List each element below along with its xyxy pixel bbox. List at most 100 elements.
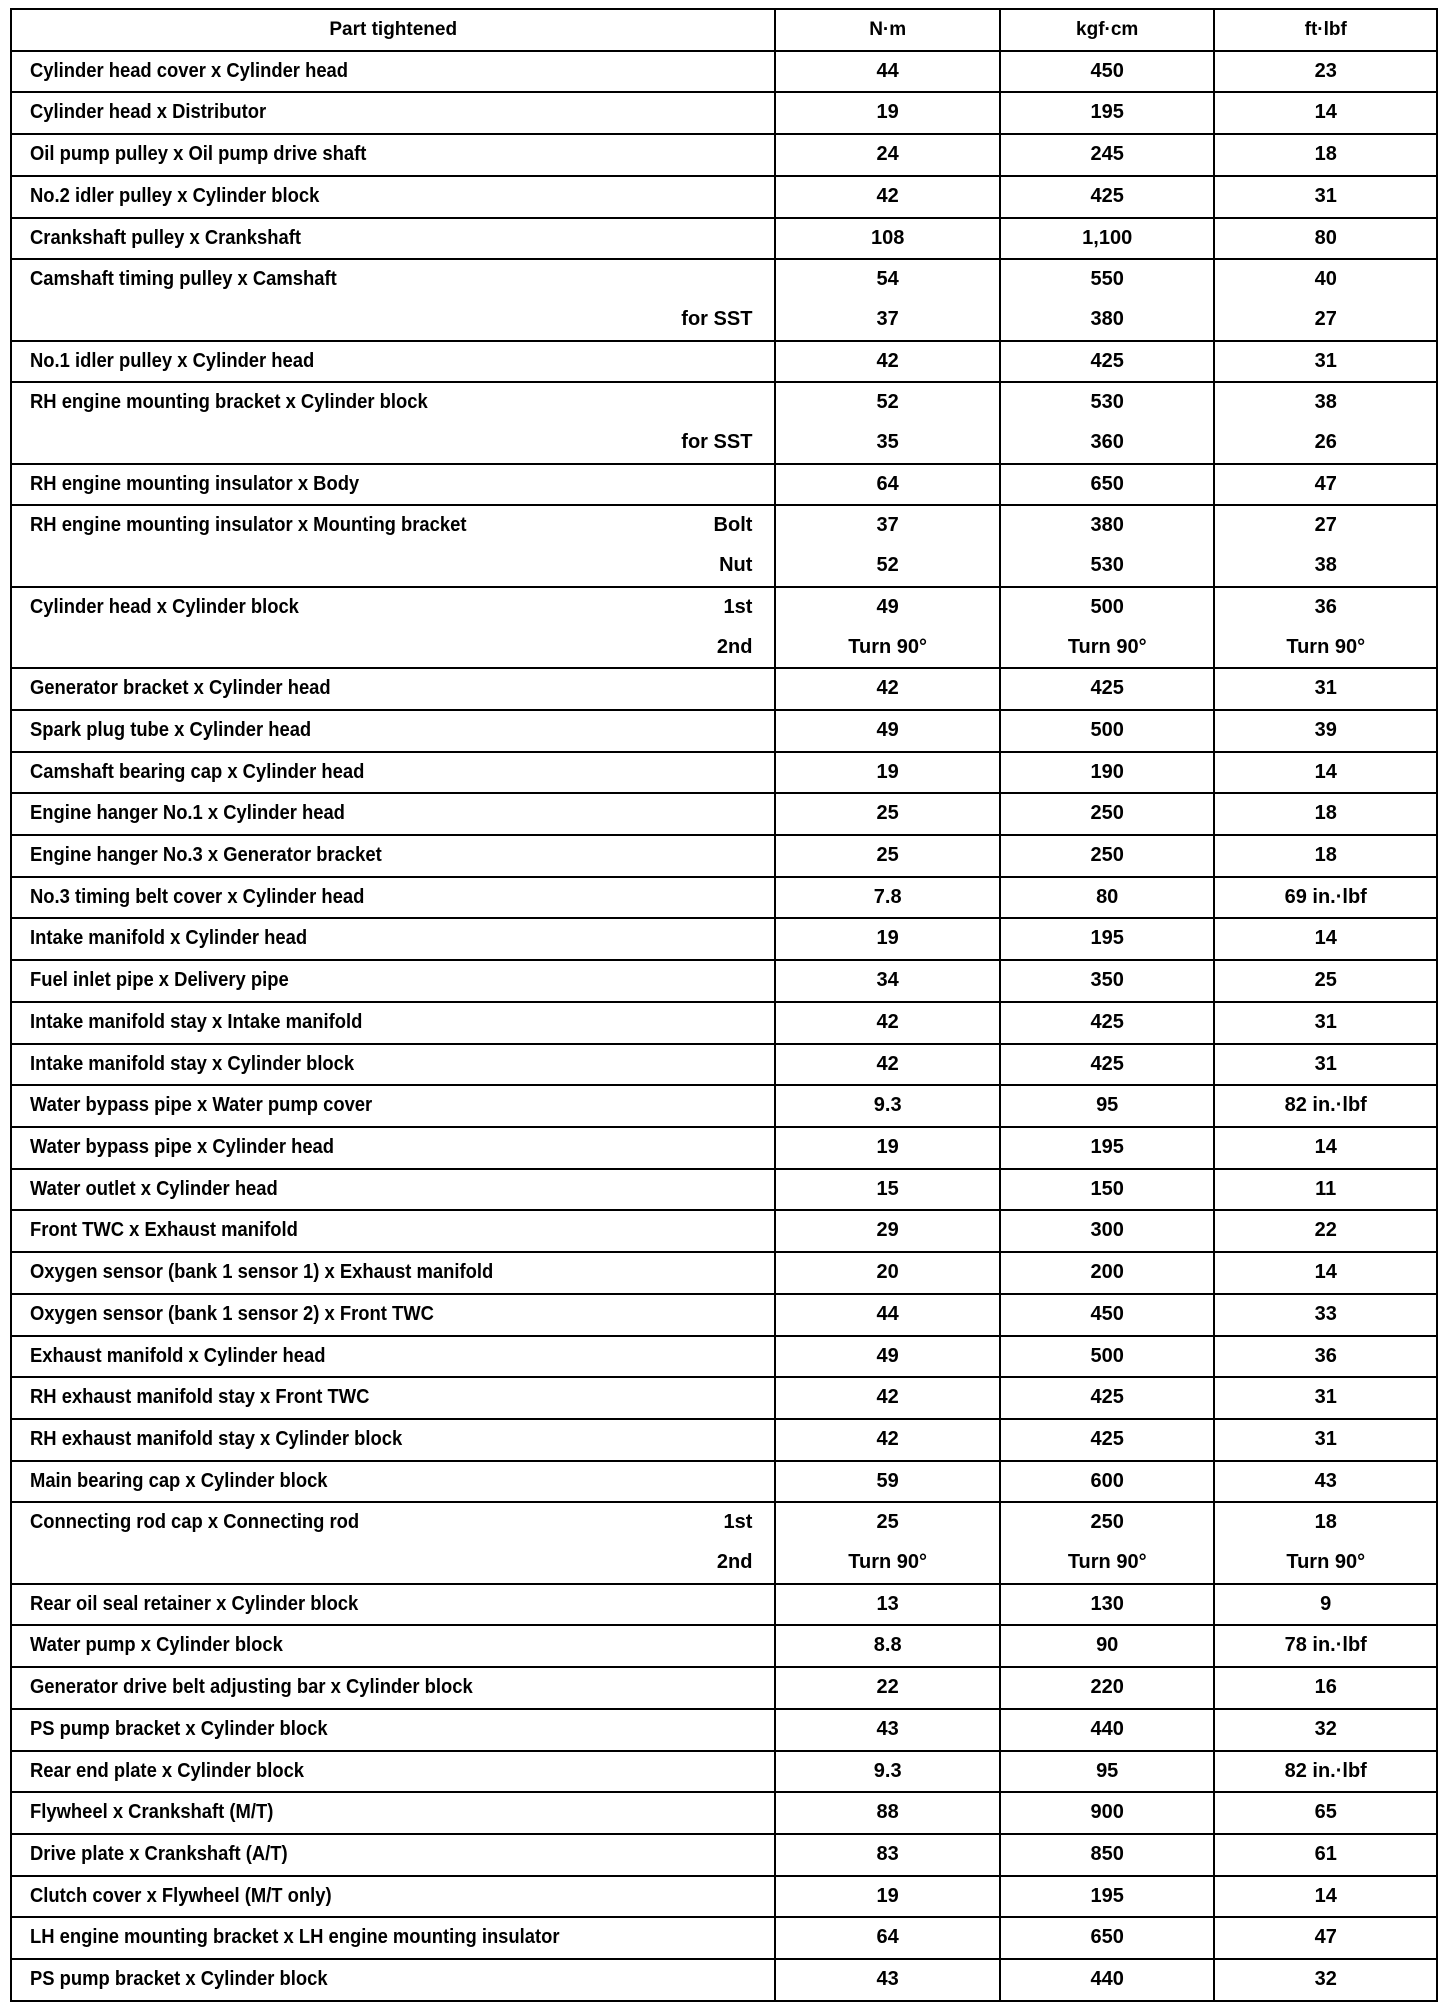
nm-value: 19 — [774, 1874, 1001, 1918]
part-name: RH exhaust manifold stay x Cylinder bloc… — [30, 1427, 403, 1450]
part-cell: 2nd — [9, 1543, 777, 1584]
part-cell: Front TWC x Exhaust manifold — [9, 1209, 777, 1253]
nm-value: 59 — [774, 1459, 1001, 1503]
condition-label: for SST — [681, 307, 753, 330]
kgf-cm-value: 90 — [998, 1624, 1216, 1668]
part-cell: LH engine mounting bracket x LH engine m… — [9, 1916, 777, 1960]
part-cell: Oxygen sensor (bank 1 sensor 2) x Front … — [9, 1292, 777, 1336]
ft-lbf-value: 78 in.·lbf — [1213, 1624, 1438, 1668]
header-kgf-cm: kgf·cm — [998, 9, 1216, 52]
part-name: Drive plate x Crankshaft (A/T) — [30, 1842, 288, 1865]
ft-lbf-value: 61 — [1213, 1832, 1438, 1876]
table-row: PS pump bracket x Cylinder block 43 440 32 — [9, 1958, 1438, 2001]
kgf-cm-value: 195 — [998, 91, 1216, 135]
ft-lbf-value: Turn 90° — [1213, 627, 1438, 669]
part-cell: Engine hanger No.3 x Generator bracket — [9, 834, 777, 877]
part-cell: Camshaft bearing cap x Cylinder head — [9, 750, 777, 794]
kgf-cm-value: 200 — [998, 1251, 1216, 1294]
table-row: Flywheel x Crankshaft (M/T) 88 900 65 — [9, 1791, 1438, 1834]
nm-value: 24 — [774, 133, 1001, 176]
ft-lbf-value: 65 — [1213, 1791, 1438, 1834]
ft-lbf-value: 47 — [1213, 462, 1438, 506]
ft-lbf-value: 38 — [1213, 546, 1438, 587]
table-row: Connecting rod cap x Connecting rod 1st 25… — [9, 1501, 1438, 1544]
ft-lbf-value: 26 — [1213, 423, 1438, 464]
ft-lbf-value: 14 — [1213, 1874, 1438, 1918]
part-cell: Exhaust manifold x Cylinder head — [9, 1334, 777, 1378]
part-cell: Intake manifold x Cylinder head — [9, 917, 777, 961]
kgf-cm-value: Turn 90° — [998, 1543, 1216, 1584]
table-row: Main bearing cap x Cylinder block 59 600 43 — [9, 1459, 1438, 1503]
table-row: Camshaft bearing cap x Cylinder head 19 19… — [9, 750, 1438, 794]
nm-value: 35 — [774, 423, 1001, 464]
ft-lbf-value: 31 — [1213, 1376, 1438, 1419]
part-cell: Nut — [9, 546, 777, 587]
nm-value: 64 — [774, 1916, 1001, 1960]
ft-lbf-value: 82 in.·lbf — [1213, 1749, 1438, 1793]
condition-label: 2nd — [716, 1551, 753, 1574]
kgf-cm-value: 600 — [998, 1459, 1216, 1503]
nm-value: 8.8 — [774, 1624, 1001, 1668]
part-cell: Water bypass pipe x Water pump cover — [9, 1084, 777, 1127]
part-name: Rear oil seal retainer x Cylinder block — [30, 1592, 359, 1615]
kgf-cm-value: 380 — [998, 299, 1216, 341]
part-name: Engine hanger No.1 x Cylinder head — [30, 802, 345, 825]
ft-lbf-value: 27 — [1213, 299, 1438, 341]
part-cell: Oxygen sensor (bank 1 sensor 1) x Exhaus… — [9, 1251, 777, 1294]
table-row: Spark plug tube x Cylinder head 49 500 39 — [9, 708, 1438, 752]
part-cell: Oil pump pulley x Oil pump drive shaft — [9, 133, 777, 176]
kgf-cm-value: 150 — [998, 1167, 1216, 1211]
part-name: Connecting rod cap x Connecting rod — [30, 1511, 360, 1534]
part-name: RH engine mounting insulator x Body — [30, 472, 360, 495]
table-row: for SST 37 380 27 — [9, 299, 1438, 341]
part-name: Main bearing cap x Cylinder block — [30, 1469, 328, 1492]
part-cell: Flywheel x Crankshaft (M/T) — [9, 1791, 777, 1834]
header-row: Part tightened N·m kgf·cm ft·lbf — [9, 9, 1438, 52]
table-row: Water bypass pipe x Water pump cover 9.3 9… — [9, 1084, 1438, 1127]
header-nm: N·m — [774, 9, 1001, 52]
kgf-cm-value: 1,100 — [998, 216, 1216, 260]
ft-lbf-value: 32 — [1213, 1958, 1438, 2001]
ft-lbf-value: 39 — [1213, 708, 1438, 752]
kgf-cm-value: 360 — [998, 423, 1216, 464]
kgf-cm-value: 195 — [998, 917, 1216, 961]
part-name: Flywheel x Crankshaft (M/T) — [30, 1801, 274, 1824]
kgf-cm-value: 195 — [998, 1125, 1216, 1169]
kgf-cm-value: 500 — [998, 585, 1216, 628]
part-cell: Generator drive belt adjusting bar x Cyl… — [9, 1666, 777, 1709]
part-name: Cylinder head x Distributor — [30, 101, 267, 124]
kgf-cm-value: 300 — [998, 1209, 1216, 1253]
part-name: Generator bracket x Cylinder head — [30, 677, 331, 700]
ft-lbf-value: 40 — [1213, 258, 1438, 300]
table-row: Fuel inlet pipe x Delivery pipe 34 350 25 — [9, 959, 1438, 1002]
nm-value: Turn 90° — [774, 1543, 1001, 1584]
nm-value: 15 — [774, 1167, 1001, 1211]
part-name: No.3 timing belt cover x Cylinder head — [30, 885, 365, 908]
part-cell: Fuel inlet pipe x Delivery pipe — [9, 959, 777, 1002]
part-cell: RH exhaust manifold stay x Cylinder bloc… — [9, 1417, 777, 1461]
table-row: Water bypass pipe x Cylinder head 19 195 14 — [9, 1125, 1438, 1169]
ft-lbf-value: 31 — [1213, 1417, 1438, 1461]
kgf-cm-value: 425 — [998, 1042, 1216, 1086]
table-row: Water pump x Cylinder block 8.8 90 78 in.·l… — [9, 1624, 1438, 1668]
nm-value: 9.3 — [774, 1084, 1001, 1127]
nm-value: 13 — [774, 1582, 1001, 1626]
part-name: Crankshaft pulley x Crankshaft — [30, 226, 301, 249]
ft-lbf-value: 36 — [1213, 1334, 1438, 1378]
part-cell: Camshaft timing pulley x Camshaft — [9, 258, 777, 300]
header-ft-lbf: ft·lbf — [1213, 9, 1438, 52]
kgf-cm-value: 650 — [998, 462, 1216, 506]
part-cell: 2nd — [9, 627, 777, 669]
part-cell: Intake manifold stay x Cylinder block — [9, 1042, 777, 1086]
table-row: Crankshaft pulley x Crankshaft 108 1,100 80 — [9, 216, 1438, 260]
part-name: LH engine mounting bracket x LH engine m… — [30, 1926, 560, 1949]
ft-lbf-value: 33 — [1213, 1292, 1438, 1336]
kgf-cm-value: 250 — [998, 834, 1216, 877]
ft-lbf-value: 14 — [1213, 1251, 1438, 1294]
part-cell: Water outlet x Cylinder head — [9, 1167, 777, 1211]
nm-value: 34 — [774, 959, 1001, 1002]
kgf-cm-value: 900 — [998, 1791, 1216, 1834]
ft-lbf-value: 14 — [1213, 917, 1438, 961]
table-row: Intake manifold stay x Cylinder block 42 4… — [9, 1042, 1438, 1086]
nm-value: 49 — [774, 708, 1001, 752]
